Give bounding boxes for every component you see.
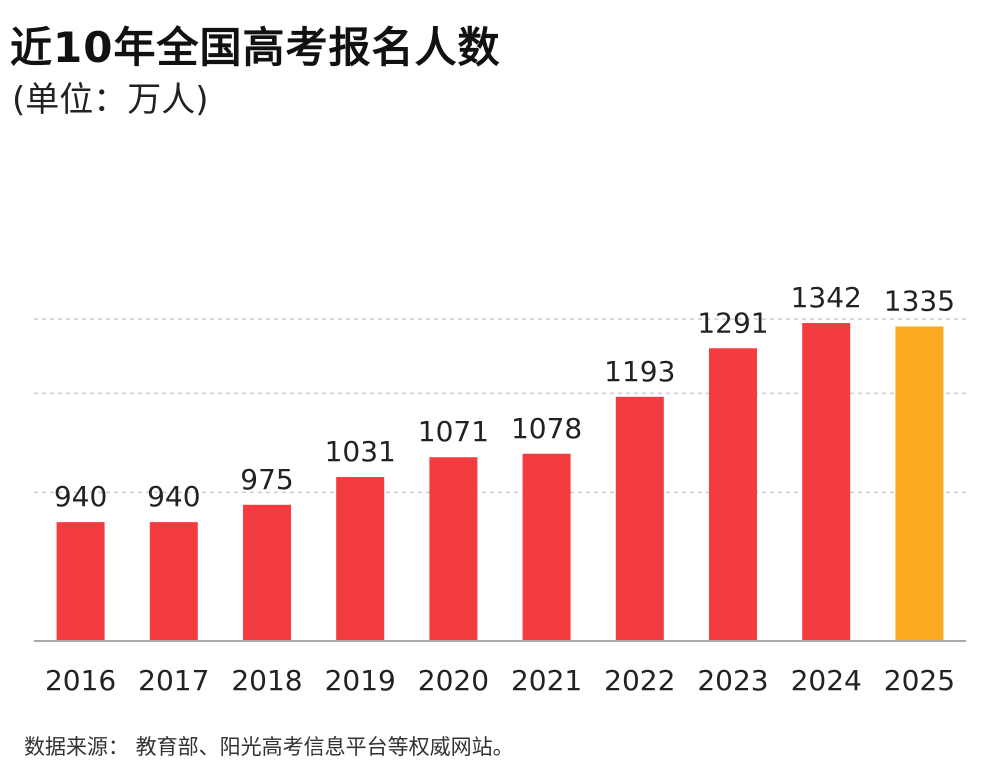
- bar-2022: [615, 396, 664, 641]
- value-label-2018: 975: [240, 463, 293, 496]
- data-source-note: 数据来源： 教育部、阳光高考信息平台等权威网站。: [24, 735, 514, 759]
- bar-2021: [522, 453, 571, 641]
- value-label-2020: 1071: [418, 415, 489, 448]
- bar-2019: [336, 477, 385, 641]
- x-tick-labels: 2016 2017 2018 2019 2020 2021 2022 2023 2024 2025: [45, 664, 955, 697]
- value-labels: 940 940 975 1031 1071 1078 1193 1291 1342 1335: [54, 281, 955, 513]
- bar-2024: [802, 323, 851, 641]
- value-label-2025: 1335: [884, 284, 955, 317]
- x-tick-2019: 2019: [325, 664, 396, 697]
- x-tick-2017: 2017: [138, 664, 209, 697]
- x-tick-2016: 2016: [45, 664, 116, 697]
- bar-2023: [709, 348, 757, 641]
- x-tick-2021: 2021: [511, 664, 582, 697]
- value-label-2024: 1342: [791, 281, 862, 314]
- bar-2025: [895, 326, 944, 641]
- value-label-2017: 940: [147, 480, 200, 513]
- value-label-2019: 1031: [325, 435, 396, 468]
- bar-2018: [243, 504, 291, 641]
- x-tick-2018: 2018: [231, 664, 302, 697]
- value-label-2022: 1193: [604, 355, 675, 388]
- x-tick-2020: 2020: [418, 664, 489, 697]
- bar-2016: [56, 522, 105, 641]
- x-tick-2024: 2024: [791, 664, 862, 697]
- value-label-2016: 940: [54, 480, 107, 513]
- bar-2017: [149, 522, 198, 641]
- bar-2020: [429, 457, 478, 641]
- x-tick-2025: 2025: [884, 664, 955, 697]
- x-tick-2023: 2023: [697, 664, 768, 697]
- bars: [56, 323, 944, 641]
- value-label-2023: 1291: [697, 306, 768, 339]
- x-tick-2022: 2022: [604, 664, 675, 697]
- unit-label: (单位：万人): [12, 80, 209, 120]
- value-label-2021: 1078: [511, 412, 582, 445]
- chart-title: 近10年全国高考报名人数: [10, 23, 501, 72]
